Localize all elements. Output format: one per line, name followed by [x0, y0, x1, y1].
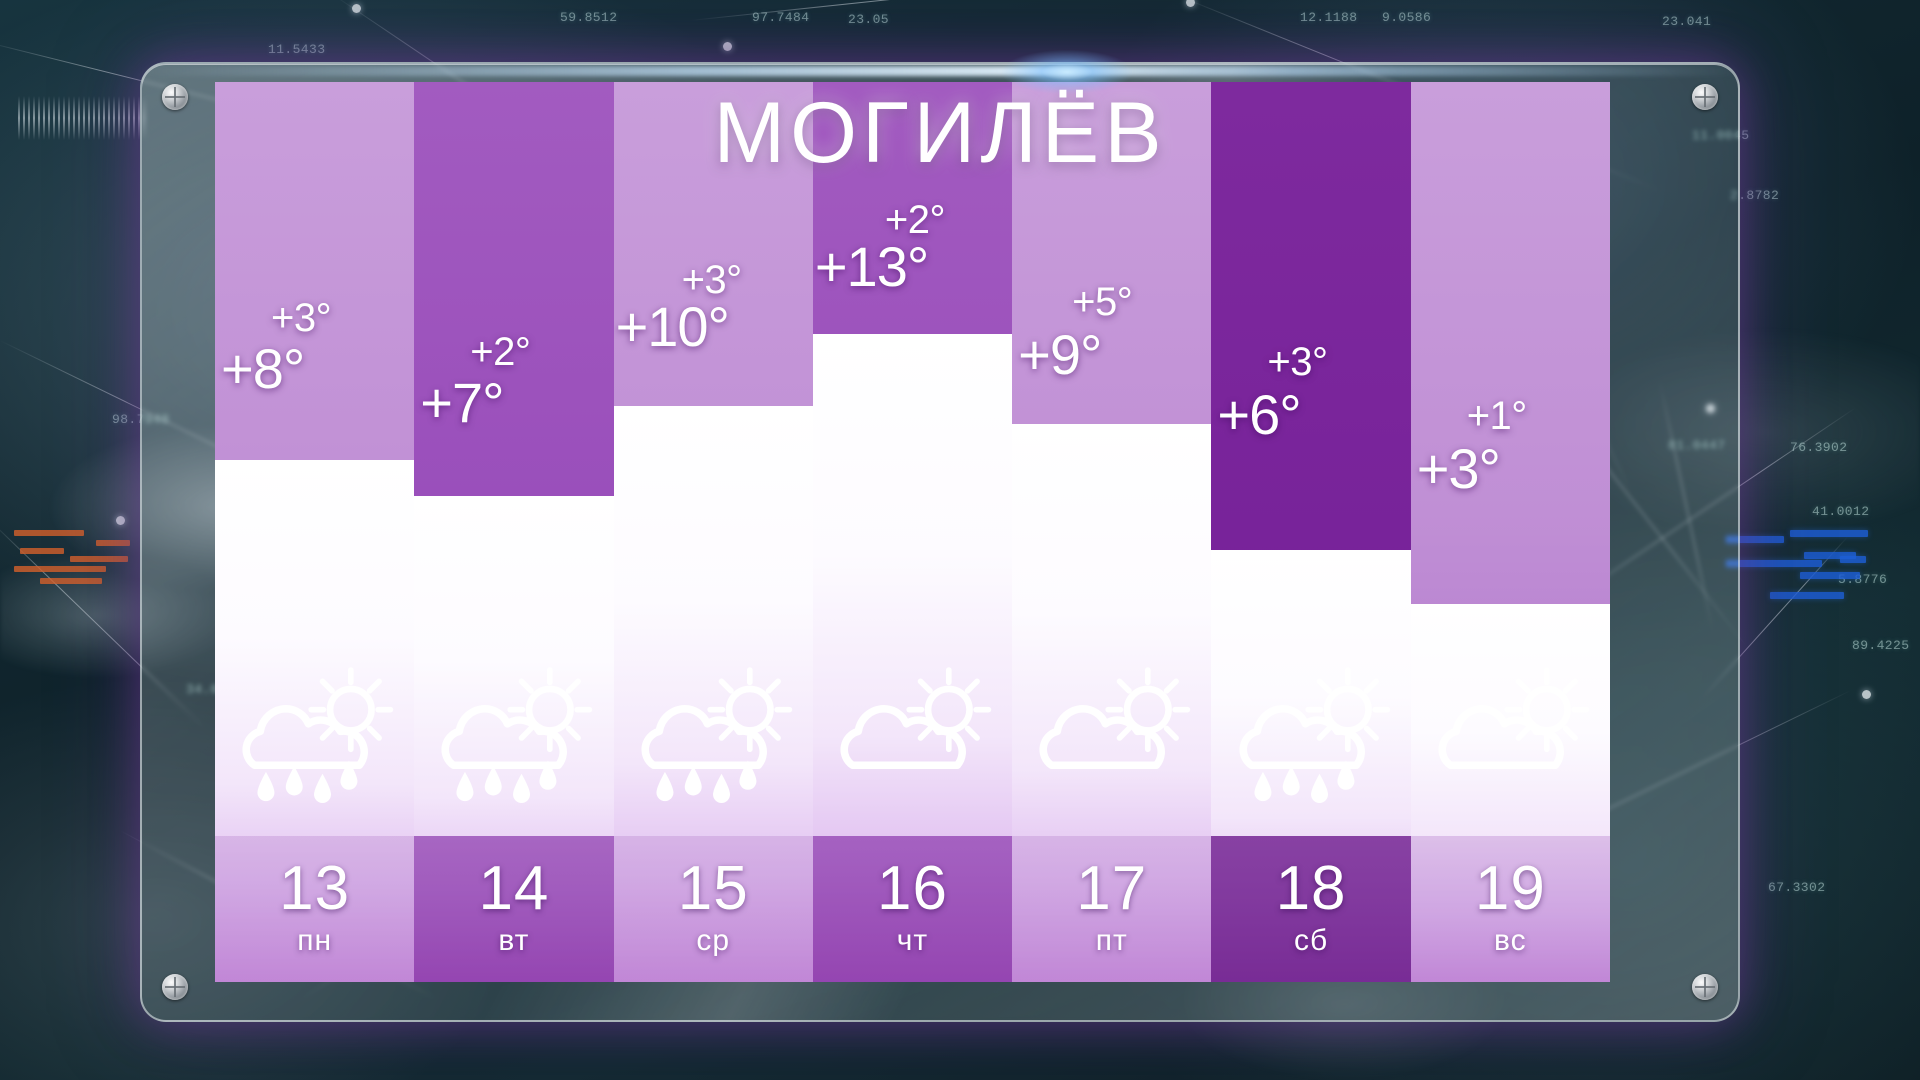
background-data-bar [1726, 560, 1822, 567]
day-of-week: вс [1494, 924, 1527, 958]
background-ruler-tick [48, 96, 50, 140]
forecast-day-column[interactable]: +13° +2° 16 чт [812, 82, 1013, 982]
background-network-node [352, 4, 361, 13]
date-number: 13 [279, 853, 351, 923]
date-cell[interactable]: 14 вт [414, 836, 614, 982]
background-ruler-tick [83, 96, 85, 140]
day-of-week: пт [1095, 924, 1128, 958]
background-ruler-tick [128, 96, 130, 140]
background-ruler-tick [78, 96, 80, 140]
day-of-week: чт [896, 924, 929, 958]
background-readout-number: 76.3902 [1790, 440, 1848, 455]
background-readout-number: 59.8512 [560, 10, 618, 25]
background-data-bar [1800, 572, 1860, 579]
background-data-bar-orange [14, 530, 84, 536]
background-ruler-tick [58, 96, 60, 140]
background-readout-number: 41.0012 [1812, 504, 1870, 519]
background-ruler-tick [98, 96, 100, 140]
background-ruler-tick [38, 96, 40, 140]
background-data-bar-orange [14, 566, 106, 572]
background-data-bar-orange [70, 556, 128, 562]
screw-bottom-right-icon [1692, 974, 1718, 1000]
forecast-day-column[interactable]: +7° +2° 14 вт [414, 82, 614, 982]
background-ruler-tick [113, 96, 115, 140]
background-data-bar-orange [20, 548, 64, 554]
forecast-day-column[interactable]: +3° +1° 19 вс [1410, 82, 1610, 982]
day-of-week: пн [297, 924, 333, 958]
background-ruler-tick [68, 96, 70, 140]
background-data-bar-orange [96, 540, 130, 546]
background-data-bar-orange [40, 578, 102, 584]
date-number: 15 [677, 853, 749, 923]
day-of-week: ср [696, 924, 731, 958]
background-network-node [1862, 690, 1871, 699]
background-readout-number: 67.3302 [1768, 880, 1826, 895]
forecast-panel: +8° +3° 13 пн +7° +2° 14 вт +10° +3° [140, 50, 1740, 1022]
background-ruler-tick [93, 96, 95, 140]
background-readout-number: 2.8782 [1730, 188, 1780, 203]
forecast-chart: +8° +3° 13 пн +7° +2° 14 вт +10° +3° [215, 82, 1610, 982]
background-ruler-tick [138, 96, 140, 140]
date-cell[interactable]: 17 пт [1012, 836, 1212, 982]
background-readout-number: 23.05 [848, 12, 890, 27]
date-number: 17 [1076, 853, 1148, 923]
background-ruler-tick [123, 96, 125, 140]
screw-top-right-icon [1692, 84, 1718, 110]
forecast-day-column[interactable]: +8° +3° 13 пн [215, 82, 415, 982]
forecast-day-column[interactable]: +10° +3° 15 ср [613, 82, 813, 982]
background-ruler-tick [118, 96, 120, 140]
background-ruler-tick [108, 96, 110, 140]
background-network-node [116, 516, 125, 525]
day-of-week: сб [1293, 924, 1329, 958]
background-readout-number: 23.041 [1662, 14, 1712, 29]
background-ruler-tick [88, 96, 90, 140]
background-ruler-tick [133, 96, 135, 140]
date-cell[interactable]: 15 ср [613, 836, 813, 982]
background-network-node [1186, 0, 1195, 7]
background-network-node [723, 42, 732, 51]
background-ruler-tick [18, 96, 20, 140]
background-ruler-tick [103, 96, 105, 140]
background-data-bar [1840, 556, 1866, 563]
background-ruler-tick [33, 96, 35, 140]
background-ruler-tick [28, 96, 30, 140]
forecast-day-column[interactable]: +6° +3° 18 сб [1211, 82, 1411, 982]
date-number: 18 [1275, 853, 1347, 923]
date-cell[interactable]: 18 сб [1211, 836, 1411, 982]
background-data-bar [1790, 530, 1868, 537]
date-number: 14 [478, 853, 550, 923]
background-readout-number: 97.7484 [752, 10, 810, 25]
forecast-day-column[interactable]: +9° +5° 17 пт [1012, 82, 1212, 982]
background-data-bar [1770, 592, 1844, 599]
date-cell[interactable]: 19 вс [1410, 836, 1610, 982]
background-readout-number: 11.5433 [268, 42, 326, 57]
background-readout-number: 89.4225 [1852, 638, 1910, 653]
background-ruler-tick [53, 96, 55, 140]
date-cell[interactable]: 13 пн [215, 836, 415, 982]
screw-top-left-icon [162, 84, 188, 110]
background-data-bar [1726, 536, 1784, 543]
background-ruler-tick [23, 96, 25, 140]
date-number: 16 [877, 853, 948, 923]
date-number: 19 [1474, 853, 1546, 923]
background-data-bar [1804, 552, 1856, 559]
screw-bottom-left-icon [162, 974, 188, 1000]
background-ruler-tick [73, 96, 75, 140]
background-ruler-tick [43, 96, 45, 140]
background-ruler-tick [63, 96, 65, 140]
background-readout-number: 9.0586 [1382, 10, 1432, 25]
date-cell[interactable]: 16 чт [812, 836, 1013, 982]
background-readout-number: 12.1188 [1300, 10, 1358, 25]
day-of-week: вт [498, 924, 530, 958]
